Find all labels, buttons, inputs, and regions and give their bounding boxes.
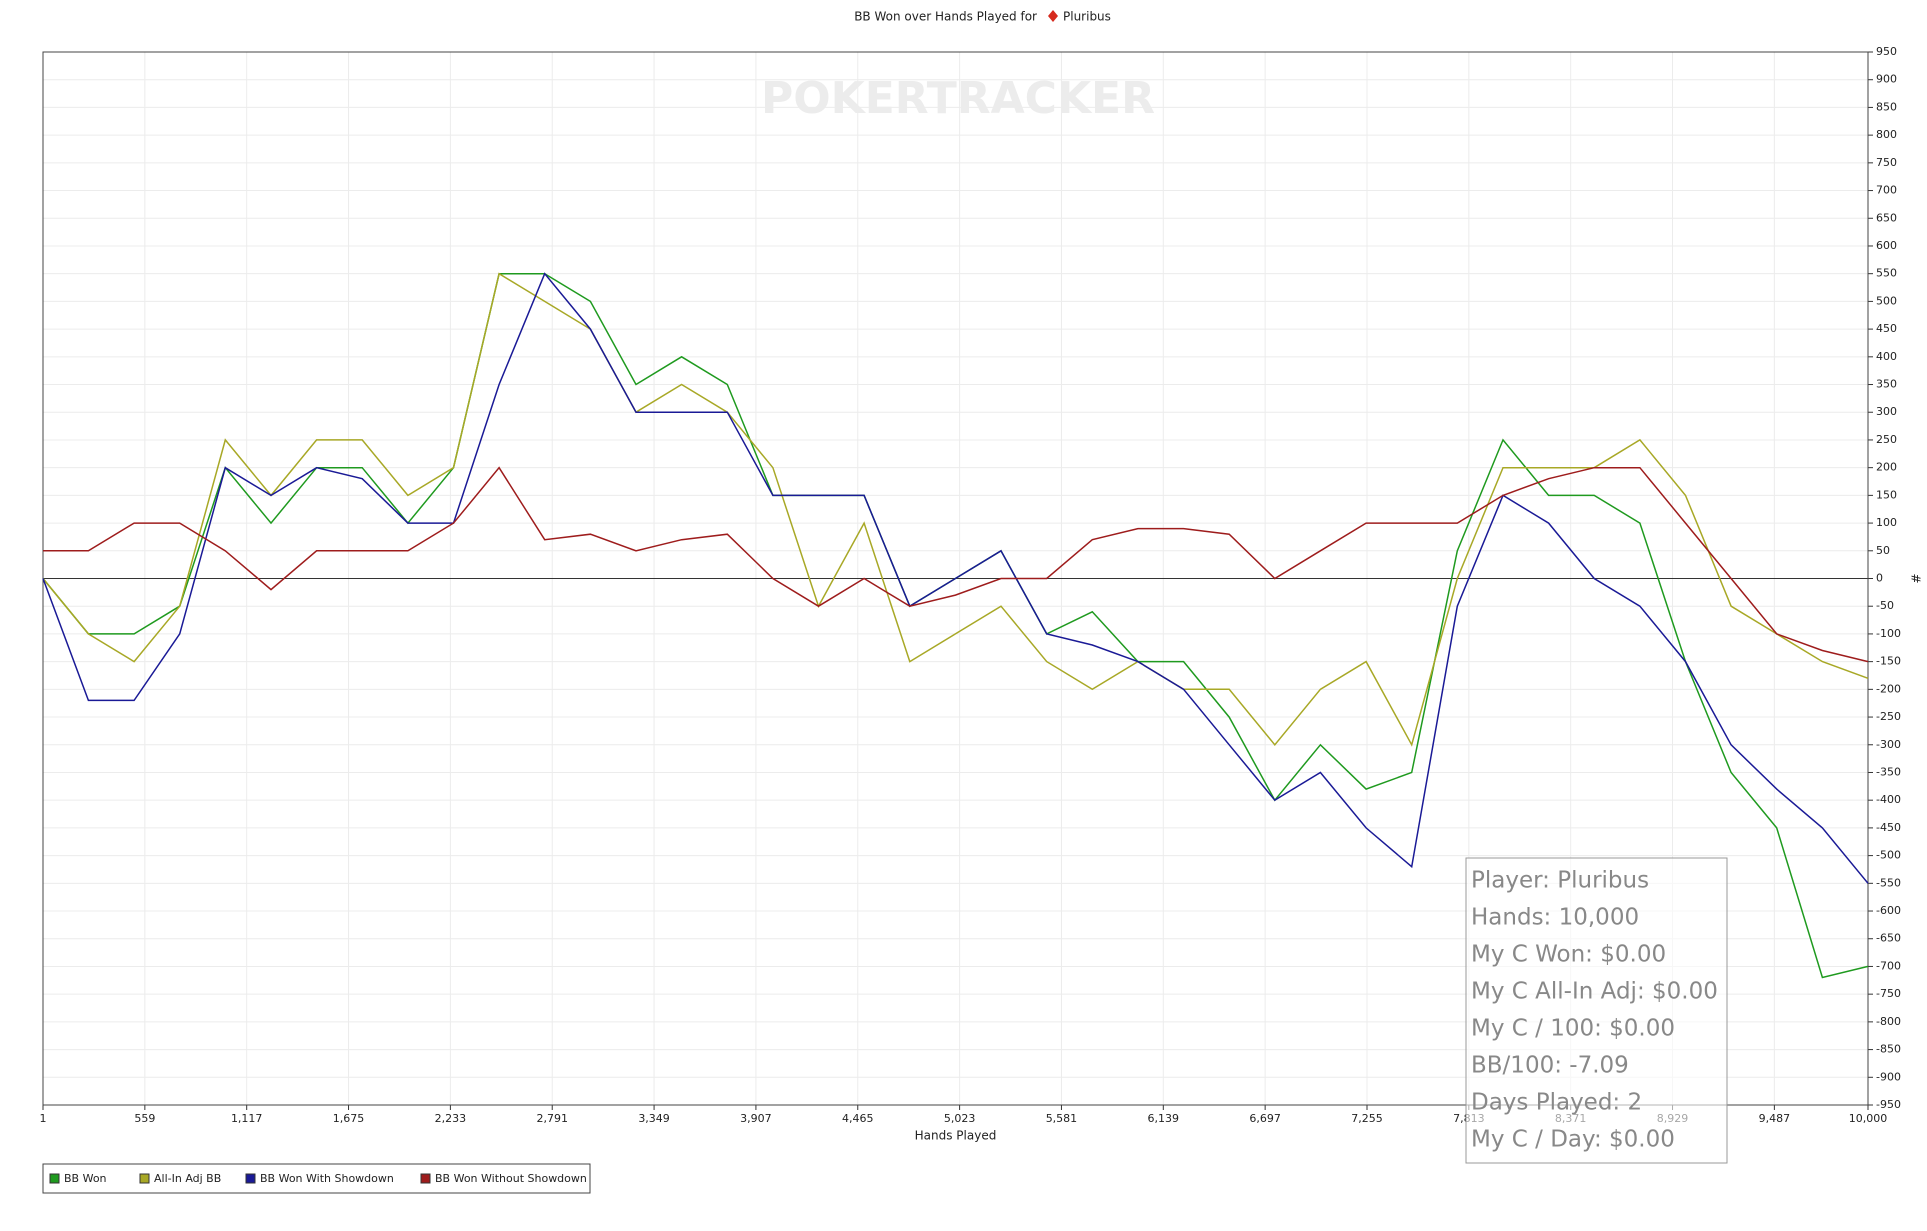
y-tick-label: -400: [1876, 793, 1901, 806]
x-tick-label: 1,675: [333, 1112, 365, 1125]
stats-line: Player: Pluribus: [1471, 868, 1649, 894]
y-tick-label: 600: [1876, 239, 1897, 252]
x-tick-label: 10,000: [1849, 1112, 1888, 1125]
stats-line: BB/100: -7.09: [1471, 1053, 1629, 1079]
y-tick-label: 800: [1876, 128, 1897, 141]
y-tick-label: -750: [1876, 987, 1901, 1000]
x-tick-label: 1,117: [231, 1112, 263, 1125]
stats-line: My C / 100: $0.00: [1471, 1016, 1675, 1042]
stats-line: My C Won: $0.00: [1471, 942, 1666, 968]
y-tick-label: -100: [1876, 627, 1901, 640]
y-tick-label: 350: [1876, 378, 1897, 391]
player-name: Pluribus: [1063, 10, 1111, 24]
y-tick-label: 700: [1876, 184, 1897, 197]
chart-title: BB Won over Hands Played for: [854, 10, 1037, 24]
x-tick-label: 3,349: [638, 1112, 670, 1125]
y-tick-label: 500: [1876, 294, 1897, 307]
x-tick-label: 4,465: [842, 1112, 874, 1125]
y-tick-label: 250: [1876, 433, 1897, 446]
x-tick-label: 5,023: [944, 1112, 976, 1125]
y-tick-label: -550: [1876, 876, 1901, 889]
y-tick-label: 300: [1876, 405, 1897, 418]
legend-box: [42, 1163, 591, 1194]
y-tick-label: 750: [1876, 156, 1897, 169]
stats-line: Hands: 10,000: [1471, 905, 1639, 931]
y-tick-label: -50: [1876, 599, 1894, 612]
y-tick-label: -600: [1876, 904, 1901, 917]
y-tick-label: 200: [1876, 461, 1897, 474]
y-tick-label: 400: [1876, 350, 1897, 363]
y-tick-label: -850: [1876, 1043, 1901, 1056]
x-tick-label: 6,139: [1148, 1112, 1180, 1125]
y-tick-label: -250: [1876, 710, 1901, 723]
legend-swatch: [139, 1173, 150, 1184]
x-tick-label: 559: [134, 1112, 155, 1125]
watermark: POKERTRACKER: [761, 73, 1155, 124]
x-tick-label: 2,233: [435, 1112, 467, 1125]
player-icon: [1048, 10, 1058, 22]
y-tick-label: -150: [1876, 655, 1901, 668]
y-tick-label: -450: [1876, 821, 1901, 834]
legend-swatch: [420, 1173, 431, 1184]
y-tick-label: 550: [1876, 267, 1897, 280]
y-tick-label: -800: [1876, 1015, 1901, 1028]
y-tick-label: -350: [1876, 765, 1901, 778]
x-tick-label: 5,581: [1046, 1112, 1078, 1125]
legend-swatch: [245, 1173, 256, 1184]
legend-label: BB Won: [64, 1172, 107, 1185]
y-tick-label: -300: [1876, 738, 1901, 751]
stats-box: [1465, 857, 1728, 1164]
stats-line: My C All-In Adj: $0.00: [1471, 979, 1718, 1005]
y-tick-label: -200: [1876, 682, 1901, 695]
legend-swatch: [49, 1173, 60, 1184]
x-tick-label: 2,791: [536, 1112, 568, 1125]
series-line: [43, 466, 1869, 663]
series-line: [42, 272, 1869, 747]
x-tick-label: 1: [40, 1112, 47, 1125]
series-line: [42, 272, 1869, 884]
legend-label: BB Won With Showdown: [260, 1172, 394, 1185]
y-tick-label: 450: [1876, 322, 1897, 335]
x-tick-label: 3,907: [740, 1112, 772, 1125]
legend-label: All-In Adj BB: [154, 1172, 221, 1185]
y-tick-label: -650: [1876, 932, 1901, 945]
stats-line: My C / Day: $0.00: [1471, 1127, 1675, 1153]
legend-label: BB Won Without Showdown: [435, 1172, 587, 1185]
y-tick-label: 650: [1876, 211, 1897, 224]
y-tick-label: 50: [1876, 544, 1890, 557]
y-tick-label: -500: [1876, 849, 1901, 862]
y-tick-label: 0: [1876, 572, 1883, 585]
stats-line: Days Played: 2: [1471, 1090, 1642, 1116]
y-axis-label: #: [1909, 573, 1923, 583]
y-tick-label: -950: [1876, 1098, 1901, 1111]
y-tick-label: 100: [1876, 516, 1897, 529]
x-tick-label: 7,255: [1351, 1112, 1383, 1125]
x-tick-label: 6,697: [1249, 1112, 1281, 1125]
y-tick-label: 900: [1876, 73, 1897, 86]
y-tick-label: 950: [1876, 45, 1897, 58]
y-tick-label: -700: [1876, 959, 1901, 972]
y-tick-label: -900: [1876, 1070, 1901, 1083]
x-axis-label: Hands Played: [915, 1129, 997, 1143]
y-tick-label: 850: [1876, 100, 1897, 113]
x-tick-label: 9,487: [1759, 1112, 1791, 1125]
y-tick-label: 150: [1876, 488, 1897, 501]
